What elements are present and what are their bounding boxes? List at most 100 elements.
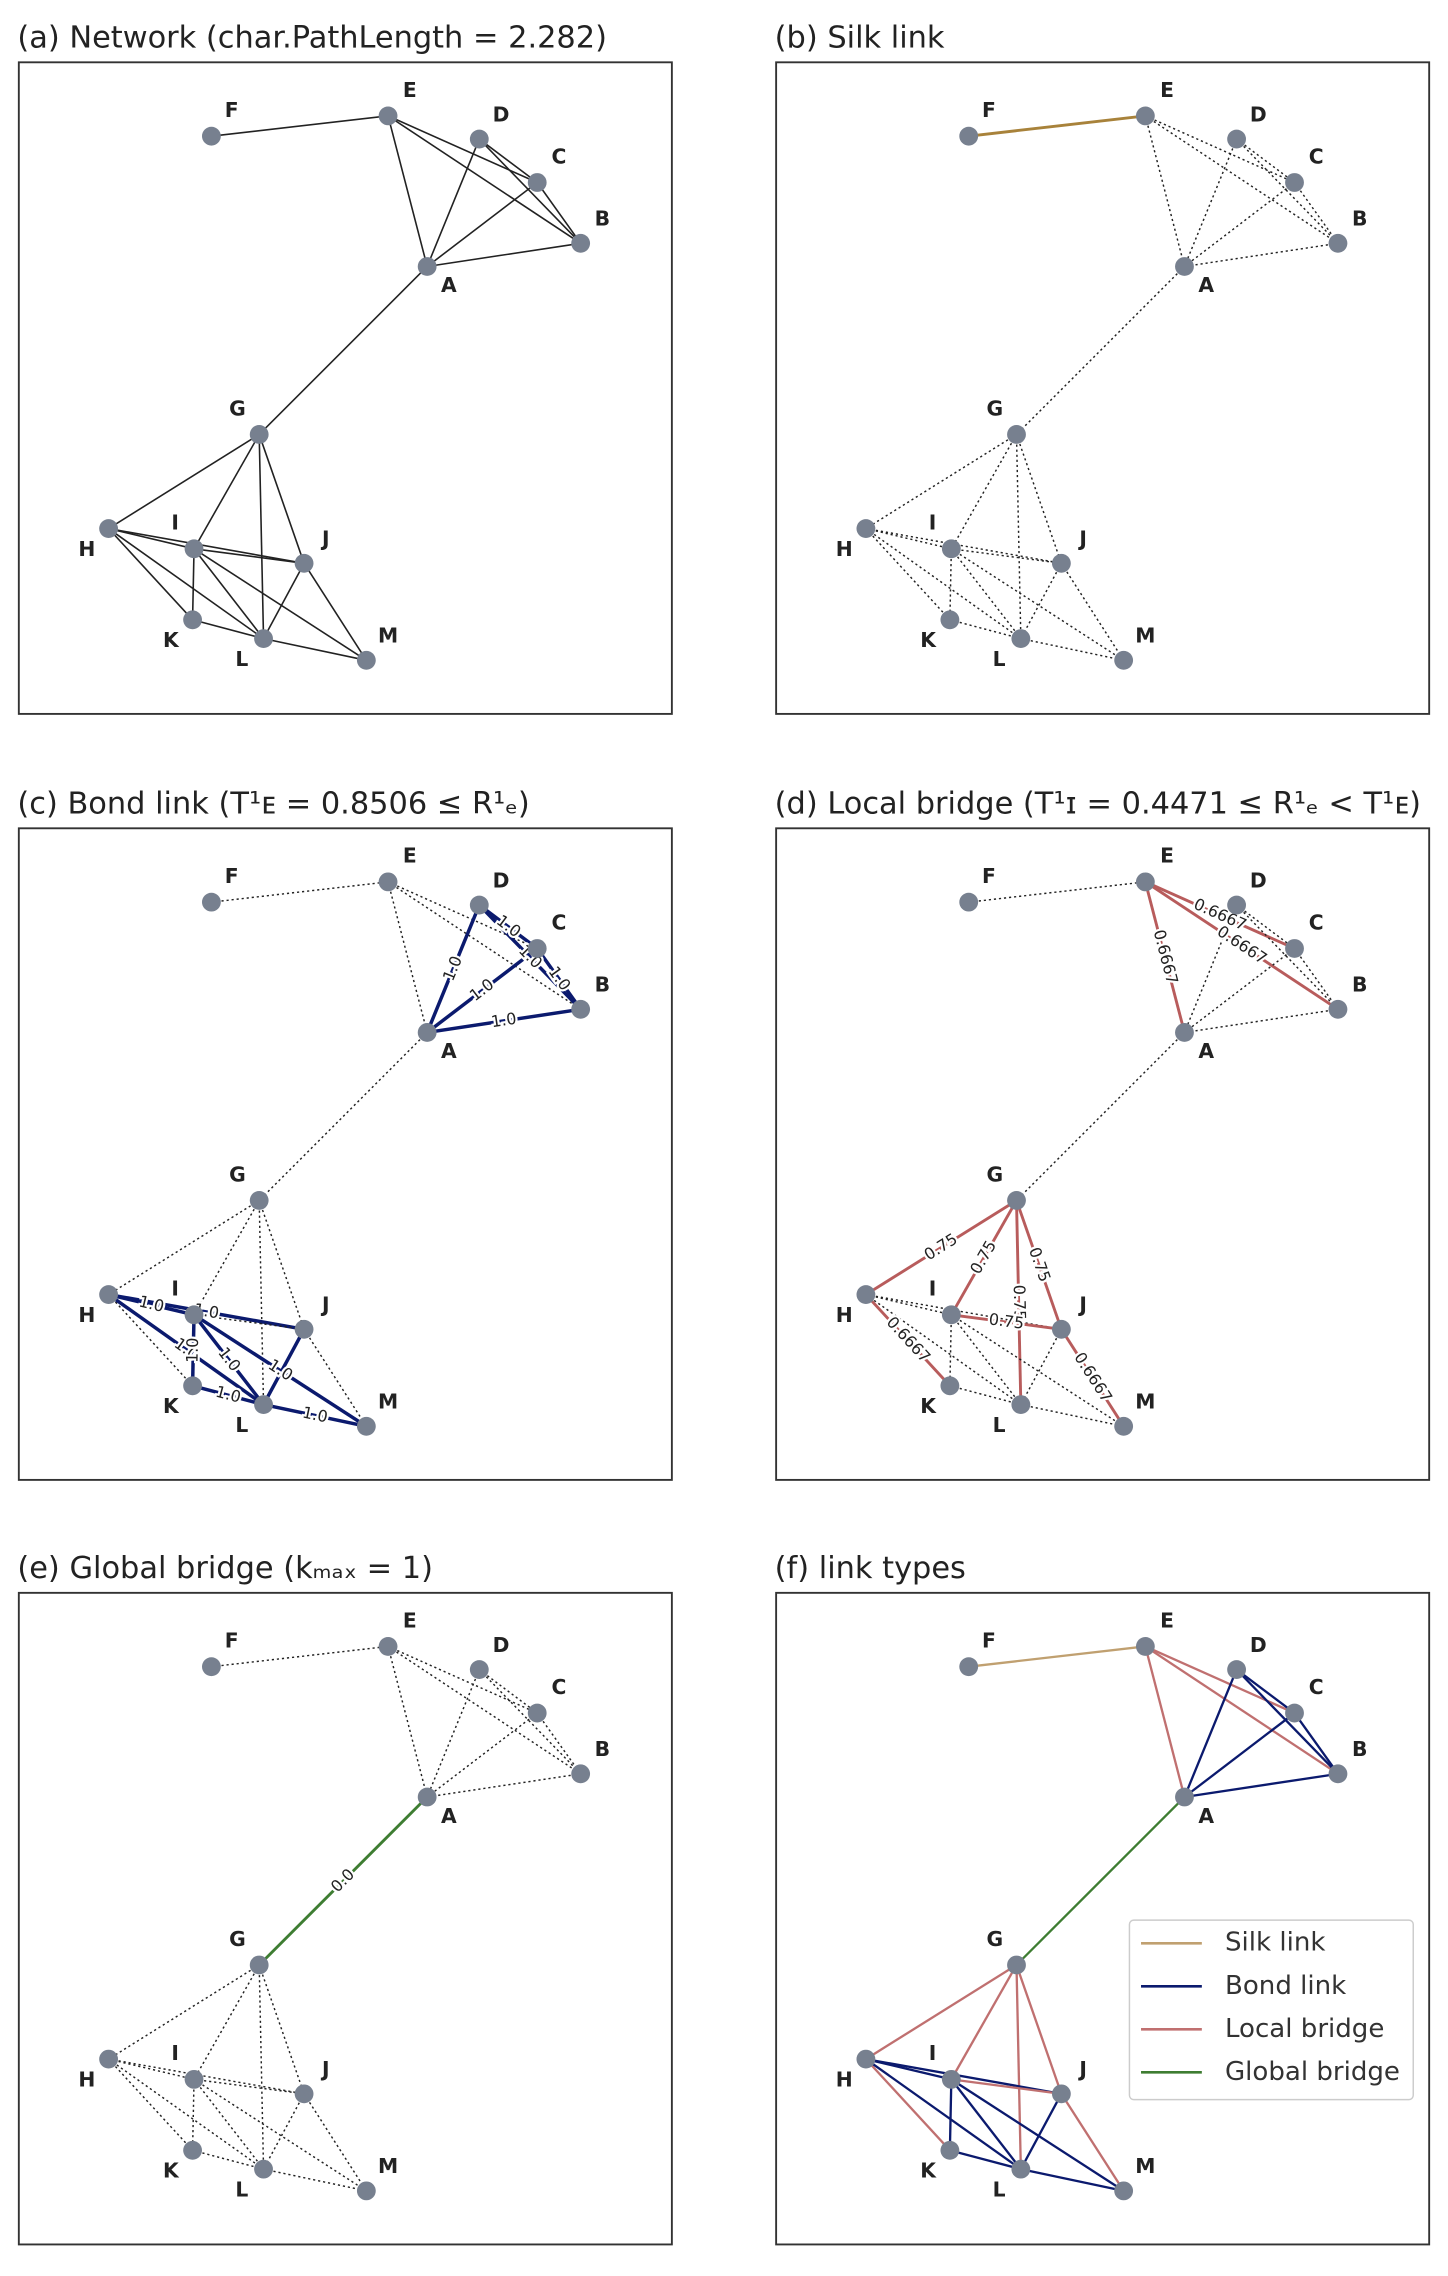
edge (535, 947, 583, 1011)
node (378, 872, 398, 892)
edge (258, 1795, 429, 1967)
node-label: B (1352, 207, 1367, 231)
node (1011, 1395, 1031, 1415)
panel: (c) Bond link (T¹ᴇ = 0.8506 ≤ R¹ₑ) 1.0 1.0… (17, 787, 673, 1481)
node (571, 999, 591, 1019)
node (1328, 999, 1348, 1019)
node-label: K (163, 628, 180, 652)
edge (387, 881, 428, 1033)
edge (108, 2058, 195, 2081)
node (527, 939, 547, 958)
node-label: I (929, 1277, 937, 1301)
edge (303, 2093, 367, 2192)
node (1135, 106, 1155, 126)
edge (951, 1313, 1062, 1331)
node (1011, 2159, 1031, 2179)
node (201, 1657, 221, 1677)
edge (258, 434, 305, 564)
panel: (e) Global bridge (kₘₐₓ = 1)0.0ABCDEFGHI… (17, 1551, 673, 2246)
edge (865, 527, 1022, 640)
edge (1015, 1200, 1023, 1405)
node-label: H (836, 1303, 853, 1327)
edge (478, 138, 582, 244)
node-label: G (986, 1162, 1003, 1186)
edge (108, 2058, 264, 2170)
node-label: D (493, 868, 510, 892)
node (184, 2069, 204, 2089)
legend-frame (1128, 1919, 1414, 2101)
node-label: D (493, 1633, 510, 1657)
edge (108, 527, 195, 550)
edge (1184, 1772, 1339, 1799)
edge (193, 1314, 305, 1331)
edge (258, 265, 428, 436)
node (184, 1305, 204, 1325)
edge (258, 1964, 265, 2170)
edge (193, 548, 367, 662)
node (99, 519, 119, 538)
node (1135, 1637, 1155, 1656)
edge (303, 562, 368, 661)
edge (1184, 242, 1339, 268)
legend-label: Silk link (1225, 1928, 1325, 1958)
edge (949, 1385, 1022, 1406)
node-label: G (986, 396, 1003, 420)
panel-title: (a) Network (char.PathLength = 2.282) (17, 21, 607, 56)
panel-frame (17, 61, 673, 715)
edge (865, 433, 1017, 530)
node (1135, 872, 1155, 892)
node-label: H (78, 2067, 95, 2091)
edge (387, 115, 538, 184)
edge (108, 2058, 305, 2095)
edge (950, 1314, 1022, 1406)
edge (1183, 1712, 1296, 1798)
edge-label: 0.6667 (1150, 928, 1182, 987)
edge (193, 2078, 367, 2192)
node-label: G (229, 1927, 246, 1951)
edge (211, 881, 389, 903)
node (249, 1955, 269, 1975)
edge (192, 2149, 264, 2170)
edge (951, 548, 1062, 565)
edge (1015, 434, 1022, 639)
node (254, 2159, 273, 2179)
edge (1015, 434, 1063, 564)
node-label: A (441, 273, 457, 297)
edge (258, 434, 265, 639)
node (959, 126, 979, 146)
edge (387, 1646, 428, 1798)
edge (262, 1328, 306, 1406)
node (1007, 1955, 1026, 1975)
edge (193, 434, 260, 550)
edge (478, 1669, 538, 1714)
node-label: B (595, 207, 610, 231)
edge (1015, 1796, 1186, 1966)
edge (1144, 880, 1339, 1011)
edge (865, 2058, 951, 2152)
node-label: K (163, 2159, 180, 2183)
panel-title: (c) Bond link (T¹ᴇ = 0.8506 ≤ R¹ₑ) (17, 787, 529, 822)
edge (211, 1645, 389, 1668)
node (356, 2181, 376, 2201)
node (249, 1191, 269, 1210)
edge (1060, 1328, 1125, 1428)
edge (950, 2078, 1125, 2192)
node-label: E (403, 78, 417, 102)
edge (258, 1200, 305, 1330)
edge (950, 548, 1022, 640)
node-label: L (235, 647, 248, 671)
edge (865, 1293, 952, 1316)
node-label: J (1077, 527, 1087, 551)
edge (387, 115, 582, 244)
node-label: M (378, 624, 398, 648)
node (417, 257, 437, 276)
edge (865, 1199, 1018, 1296)
edge (387, 1645, 538, 1714)
edge (1019, 2093, 1063, 2170)
node-label: C (551, 144, 566, 168)
node-label: H (78, 537, 95, 561)
node (201, 126, 221, 146)
edge (258, 1964, 305, 2095)
node-label: I (171, 2041, 179, 2065)
edge (1293, 182, 1339, 244)
